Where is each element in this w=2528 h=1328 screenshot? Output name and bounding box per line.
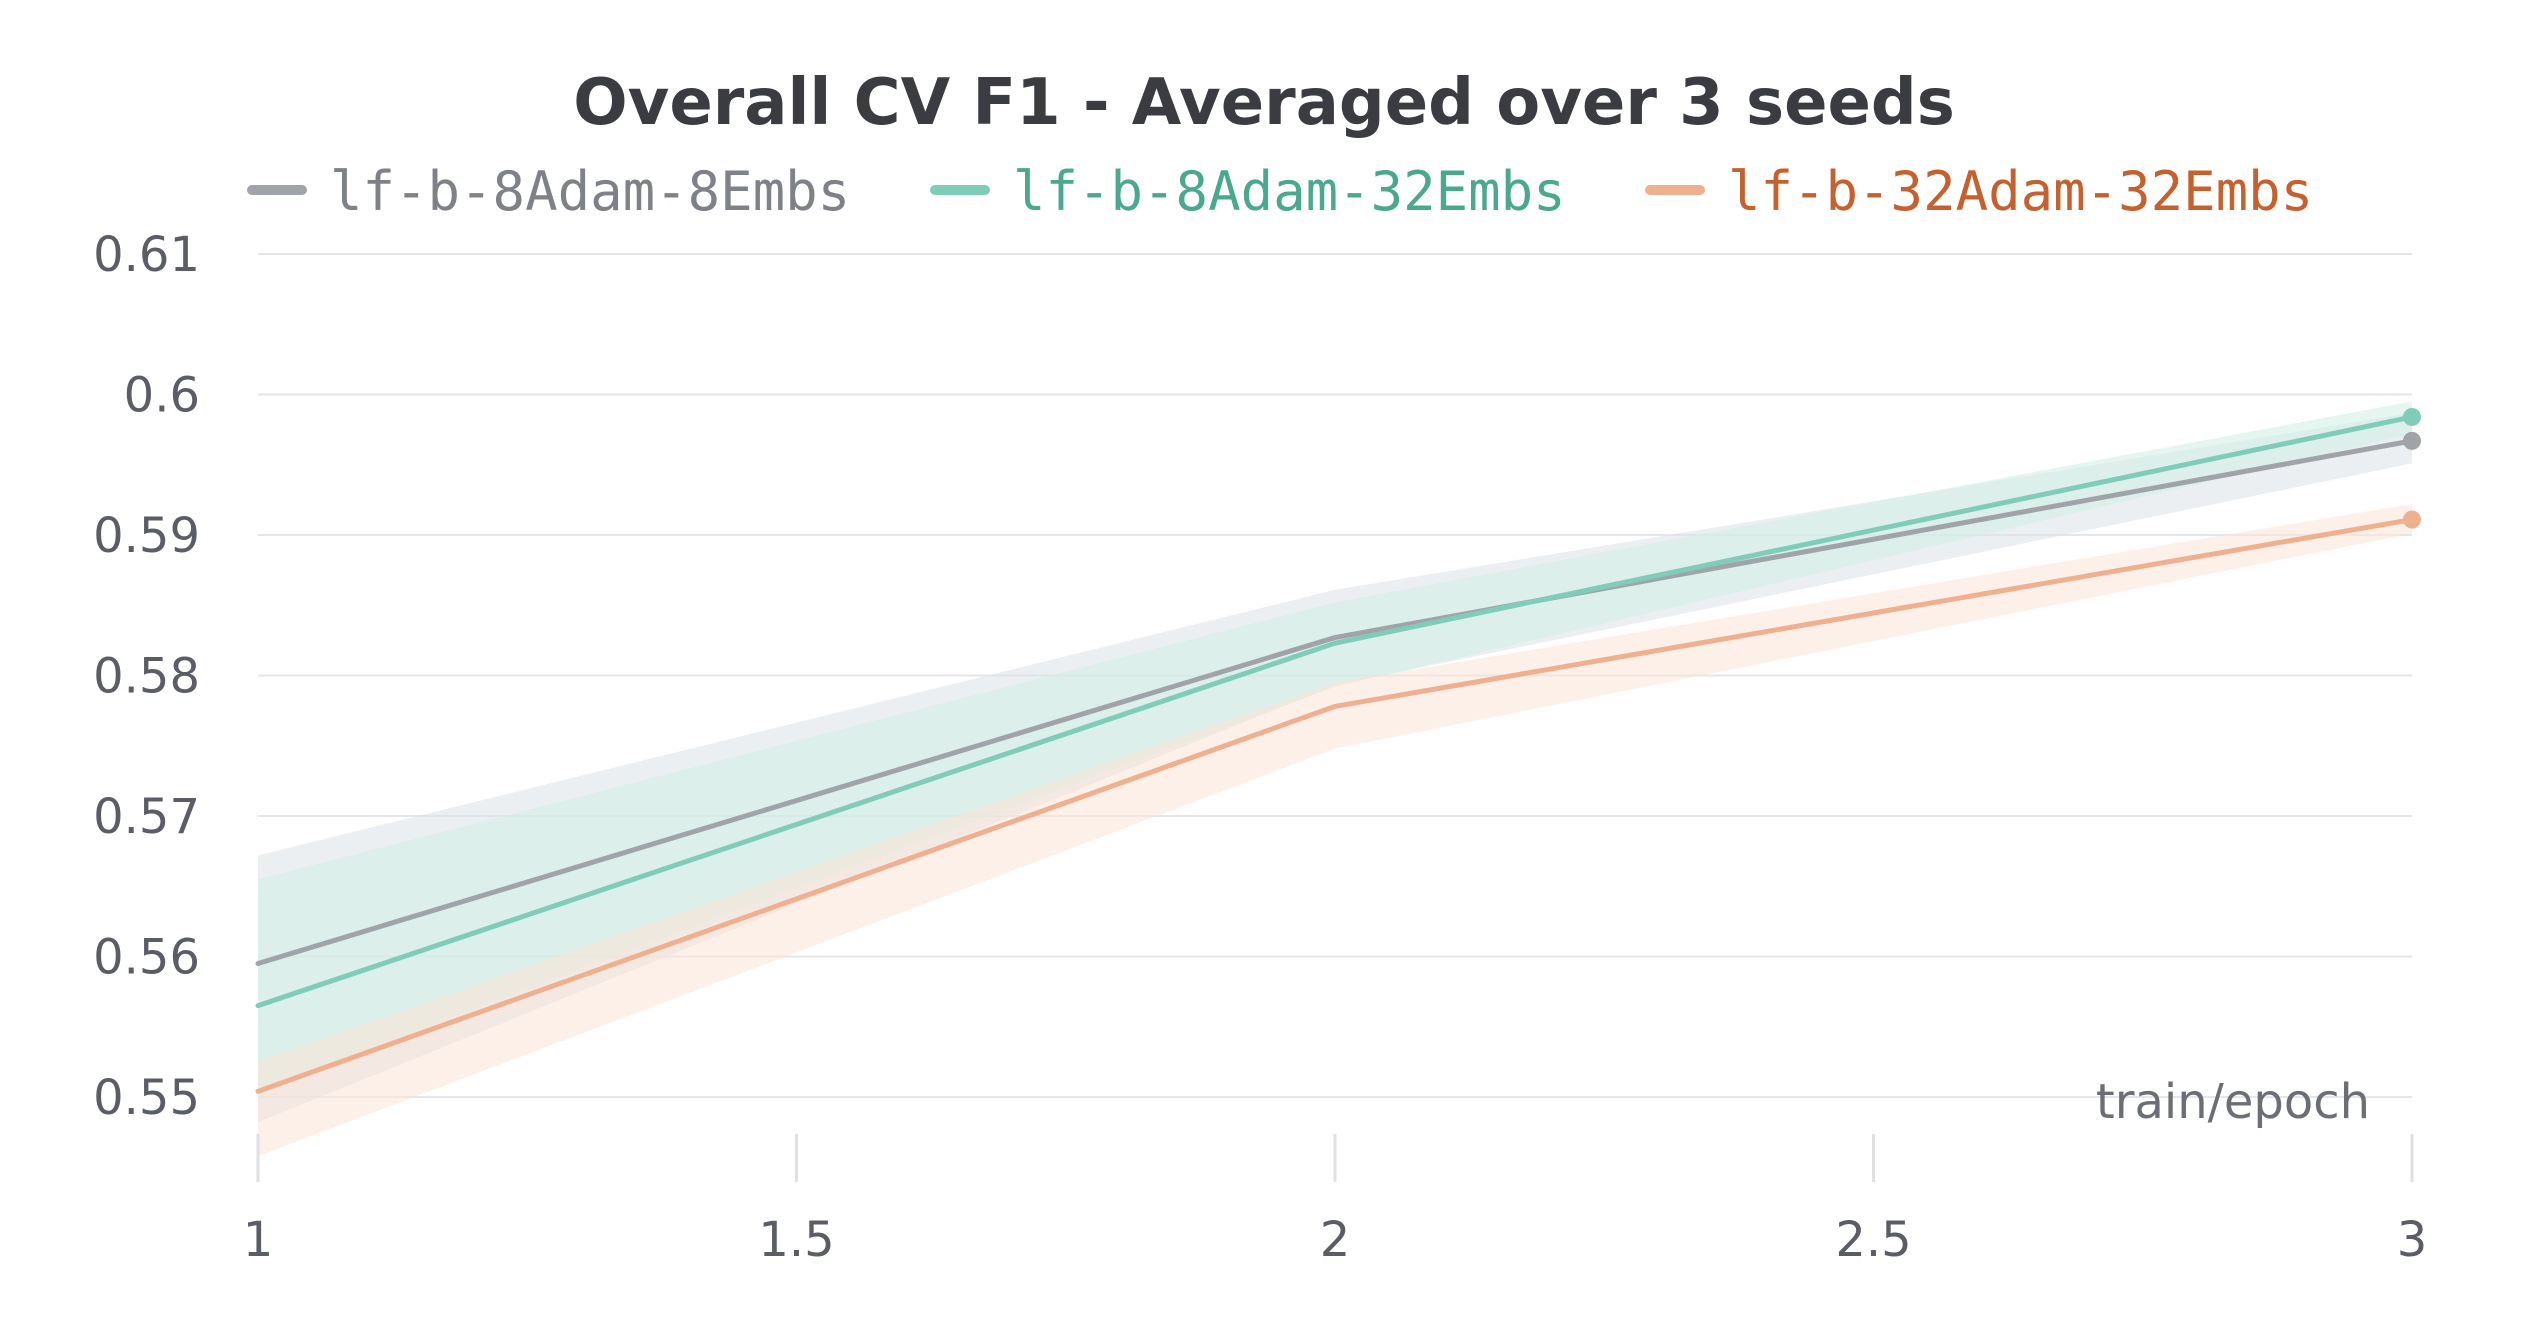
legend-label: lf-b-8Adam-8Embs [330, 160, 850, 223]
series-end-point [2403, 407, 2421, 426]
y-tick-label: 0.57 [93, 789, 200, 845]
x-tick-label: 1 [243, 1212, 274, 1268]
y-tick-label: 0.55 [93, 1070, 200, 1126]
x-tick-label: 2 [1320, 1212, 1351, 1268]
series-line [255, 438, 2415, 967]
series-end-point [2403, 510, 2421, 529]
x-tick-label: 3 [2397, 1212, 2428, 1268]
series-line [255, 414, 2415, 1009]
y-tick-label: 0.56 [93, 930, 200, 986]
y-tick-label: 0.6 [124, 368, 200, 424]
chart-title: Overall CV F1 - Averaged over 3 seeds [573, 66, 1955, 140]
series-end-point [2403, 431, 2421, 450]
series-line [255, 517, 2415, 1094]
x-tick-label: 1.5 [758, 1212, 834, 1268]
y-tick-label: 0.59 [93, 508, 200, 564]
end-points [2403, 407, 2421, 529]
y-tick-label: 0.58 [93, 649, 200, 705]
confidence-band [258, 401, 2412, 1090]
legend: lf-b-8Adam-8Embs lf-b-8Adam-32Embs lf-b-32… [247, 160, 2313, 223]
confidence-bands [258, 401, 2412, 1157]
x-axis-label: train/epoch [2096, 1074, 2370, 1130]
axis-ticks: 0.55 0.56 0.57 0.58 0.59 0.6 0.61 1 1.5 2 2.5 3 [93, 227, 2427, 1268]
legend-label: lf-b-8Adam-32Embs [1013, 160, 1566, 223]
x-tick-label: 2.5 [1835, 1212, 1911, 1268]
legend-label: lf-b-32Adam-32Embs [1728, 160, 2313, 223]
series-lines [255, 414, 2415, 1094]
confidence-band [258, 504, 2412, 1157]
y-tick-label: 0.61 [93, 227, 200, 283]
